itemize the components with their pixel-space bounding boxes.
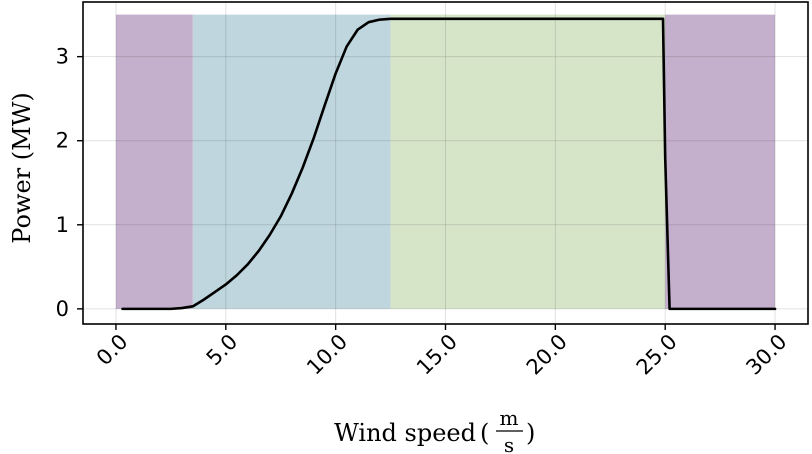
- x-tick-label: 20.0: [522, 330, 572, 380]
- x-axis-paren-open: (: [480, 419, 489, 447]
- x-tick-label-group-4: 15.0: [412, 330, 462, 380]
- y-tick-label: 0: [56, 297, 69, 321]
- y-tick-label: 2: [56, 129, 69, 153]
- series-group: [121, 17, 777, 311]
- x-tick-label-group-7: 30.0: [741, 330, 791, 380]
- axis-ticks: [77, 55, 776, 330]
- x-tick-labels: 0.0 5.0 10.0 15.0 20.0 25.0 30.0: [92, 330, 792, 380]
- x-tick-label: 25.0: [632, 330, 682, 380]
- y-axis-title: Power (MW): [8, 92, 36, 243]
- x-tick-label-group-1: 0.0: [92, 330, 133, 371]
- y-axis-label: Power (MW): [8, 92, 36, 243]
- region-band-2: [192, 14, 391, 309]
- x-axis-unit-numerator: m: [500, 406, 519, 430]
- region-band-3: [390, 14, 666, 309]
- x-axis-unit-denominator: s: [504, 433, 514, 454]
- x-tick-label-group-6: 25.0: [632, 330, 682, 380]
- y-tick-label: 1: [56, 213, 69, 237]
- y-tick-label: 3: [56, 45, 69, 69]
- x-axis-paren-close: ): [526, 419, 535, 447]
- x-tick-label: 15.0: [412, 330, 462, 380]
- x-tick-label: 0.0: [92, 330, 133, 371]
- x-tick-label: 30.0: [741, 330, 791, 380]
- power-curve-line: [121, 17, 777, 311]
- x-tick-label: 5.0: [202, 330, 243, 371]
- x-axis-label: Wind speed: [334, 419, 476, 447]
- x-tick-label-group-5: 20.0: [522, 330, 572, 380]
- y-tick-labels: 0 1 2 3: [56, 45, 69, 321]
- x-tick-label-group-2: 5.0: [202, 330, 243, 371]
- operating-regions: [115, 14, 776, 309]
- region-band-1: [115, 14, 193, 309]
- x-tick-label-group-3: 10.0: [302, 330, 352, 380]
- x-tick-label: 10.0: [302, 330, 352, 380]
- region-band-4: [665, 14, 776, 309]
- x-axis-title: Wind speed ( m s ): [334, 406, 535, 454]
